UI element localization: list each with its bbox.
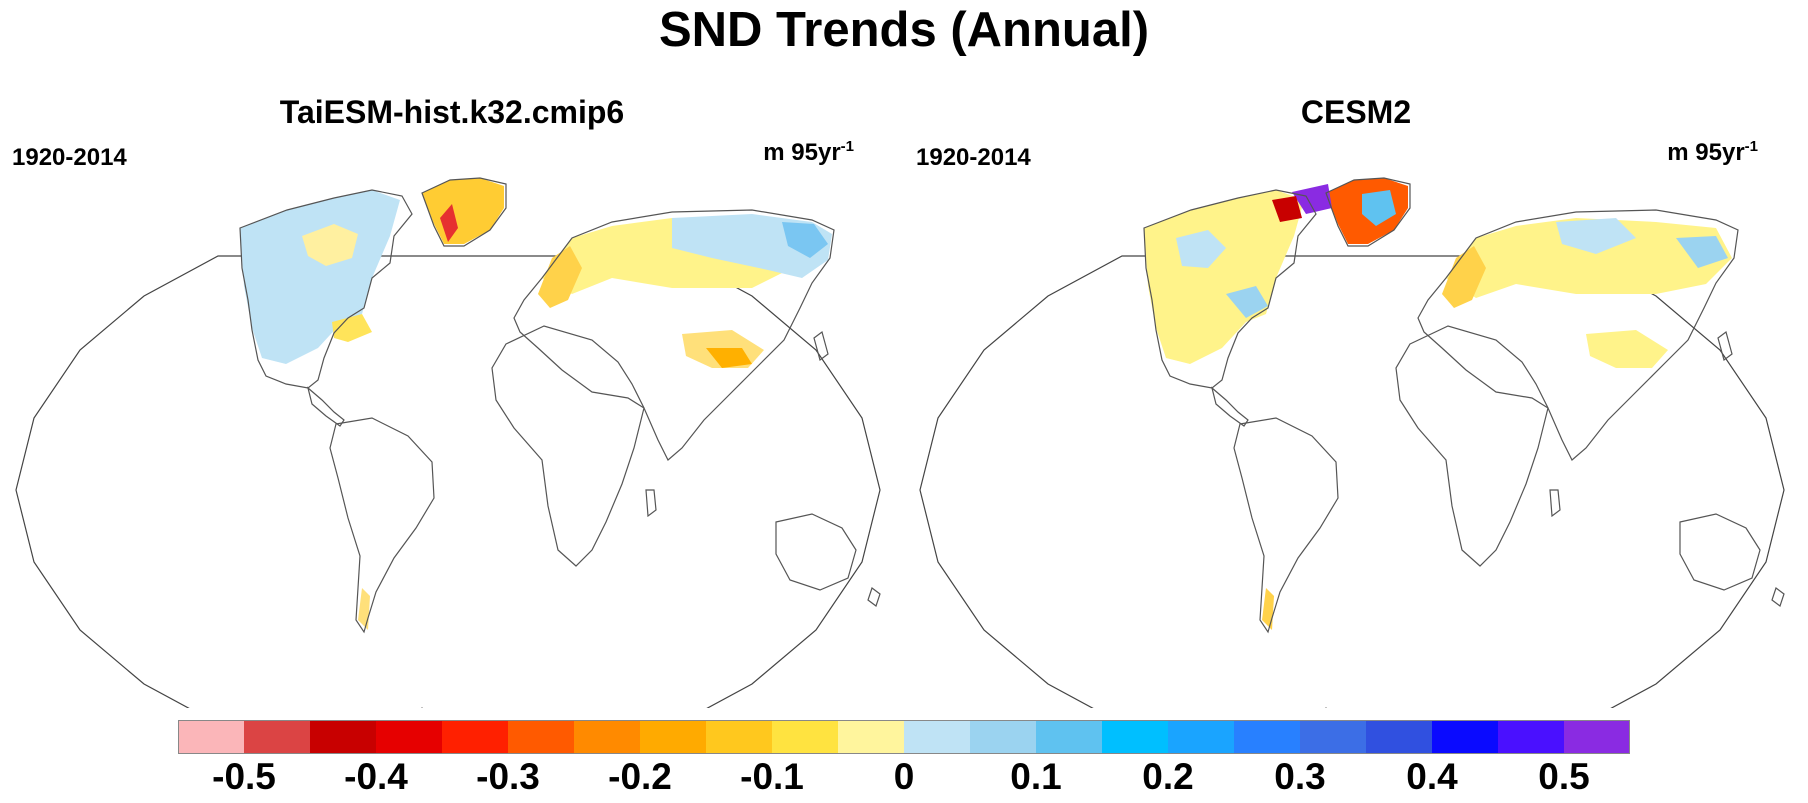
- colorbar-tick-label: 0.1: [1010, 756, 1062, 797]
- coastline-jp: [813, 330, 829, 362]
- colorbar-swatch: [1234, 720, 1301, 754]
- colorbar-swatch: [640, 720, 707, 754]
- coastline-af: [491, 325, 645, 567]
- panel-title: TaiESM-hist.k32.cmip6: [279, 94, 625, 130]
- world-map-taiesm: [15, 177, 881, 708]
- snow-na: [240, 190, 400, 364]
- projection-boundary: [15, 255, 881, 708]
- colorbar-labels: -0.5 -0.4 -0.3 -0.2 -0.1 0 0.1 0.2 0.3 0.4 0.5: [0, 756, 1808, 802]
- colorbar-tick-label: 0.2: [1142, 756, 1194, 797]
- map-content: [919, 177, 1785, 708]
- colorbar-tick-label: 0: [893, 756, 915, 797]
- colorbar-swatch: [1102, 720, 1169, 754]
- coastline-au: [1679, 513, 1761, 591]
- period-label: 1920-2014: [12, 144, 127, 171]
- snow-tibet-orange: [706, 348, 752, 368]
- units-label: m 95yr-1: [1667, 138, 1758, 166]
- colorbar-swatch: [1498, 720, 1565, 754]
- snow-eurasia-yellow: [1446, 218, 1732, 298]
- colorbar: [178, 720, 1630, 754]
- coastline-nz: [867, 587, 881, 607]
- coastline-na: [239, 189, 413, 389]
- snow-scandinavia: [1442, 246, 1486, 308]
- colorbar-tick-label: -0.1: [740, 756, 804, 797]
- colorbar-swatch: [838, 720, 905, 754]
- snow-eurasia-blue: [1556, 218, 1636, 254]
- map-panel-taiesm: TaiESM-hist.k32.cmip6 1920-2014 m 95yr-1: [0, 88, 904, 708]
- coastline-nz: [1771, 587, 1785, 607]
- colorbar-swatch: [904, 720, 971, 754]
- colorbar-swatch: [244, 720, 311, 754]
- coastline-eu: [513, 209, 835, 461]
- period-label: 1920-2014: [916, 144, 1031, 171]
- colorbar-swatch: [1036, 720, 1103, 754]
- snow-na: [1144, 190, 1304, 364]
- panel-title: CESM2: [1300, 94, 1412, 130]
- colorbar-swatch: [1168, 720, 1235, 754]
- coastline-ml: [1549, 489, 1561, 518]
- coastline-af: [1395, 325, 1549, 567]
- snow-greenland-purple: [1292, 184, 1332, 214]
- snow-na-east-blue: [1226, 286, 1268, 318]
- snow-tibet: [1586, 330, 1668, 368]
- snow-na-blue: [1176, 230, 1226, 268]
- units-label: m 95yr-1: [763, 138, 854, 166]
- colorbar-tick-label: -0.4: [344, 756, 408, 797]
- colorbar-swatch: [772, 720, 839, 754]
- colorbar-swatch: [1564, 720, 1630, 754]
- snow-scandinavia: [538, 246, 582, 308]
- figure-title: SND Trends (Annual): [658, 3, 1150, 57]
- colorbar-tick-label: 0.5: [1538, 756, 1590, 797]
- colorbar-swatch: [1366, 720, 1433, 754]
- colorbar-swatch: [442, 720, 509, 754]
- coastline-au: [775, 513, 857, 591]
- colorbar-swatch: [310, 720, 377, 754]
- snow-greenland-blue: [1362, 190, 1396, 226]
- colorbar-tick-label: 0.4: [1406, 756, 1458, 797]
- snow-greenland-red: [440, 204, 458, 242]
- colorbar-tick-label: -0.3: [476, 756, 540, 797]
- projection-boundary: [919, 255, 1785, 708]
- map-panel-cesm2: CESM2 1920-2014 m 95yr-1: [904, 88, 1808, 708]
- world-map-cesm2: [919, 177, 1785, 708]
- snow-greenland: [422, 178, 504, 244]
- coastline-eu: [1417, 209, 1739, 461]
- colorbar-swatch: [970, 720, 1037, 754]
- coastline-na: [1143, 189, 1317, 389]
- colorbar-swatch: [376, 720, 443, 754]
- snow-na-yellow: [302, 224, 358, 266]
- colorbar-tick-label: 0.3: [1274, 756, 1326, 797]
- coastline-ml: [645, 489, 657, 518]
- coastline-sa: [329, 417, 435, 634]
- coastline-gl: [421, 177, 507, 247]
- coastline-sa: [1233, 417, 1339, 634]
- colorbar-tick-label: -0.2: [608, 756, 672, 797]
- colorbar-swatch: [706, 720, 773, 754]
- colorbar-swatch: [178, 720, 245, 754]
- colorbar-swatch: [508, 720, 575, 754]
- map-content: [15, 177, 881, 708]
- snow-eurasia-east-blue: [782, 222, 828, 258]
- snow-eurasia-east-blue: [1676, 236, 1728, 268]
- coastline-jp: [1717, 330, 1733, 362]
- coastline-gl: [1325, 177, 1411, 247]
- colorbar-swatch: [574, 720, 641, 754]
- colorbar-swatch: [1300, 720, 1367, 754]
- colorbar-tick-label: -0.5: [212, 756, 276, 797]
- colorbar-swatch: [1432, 720, 1499, 754]
- snow-na-east: [332, 314, 372, 342]
- snow-greenland-red: [1272, 196, 1302, 222]
